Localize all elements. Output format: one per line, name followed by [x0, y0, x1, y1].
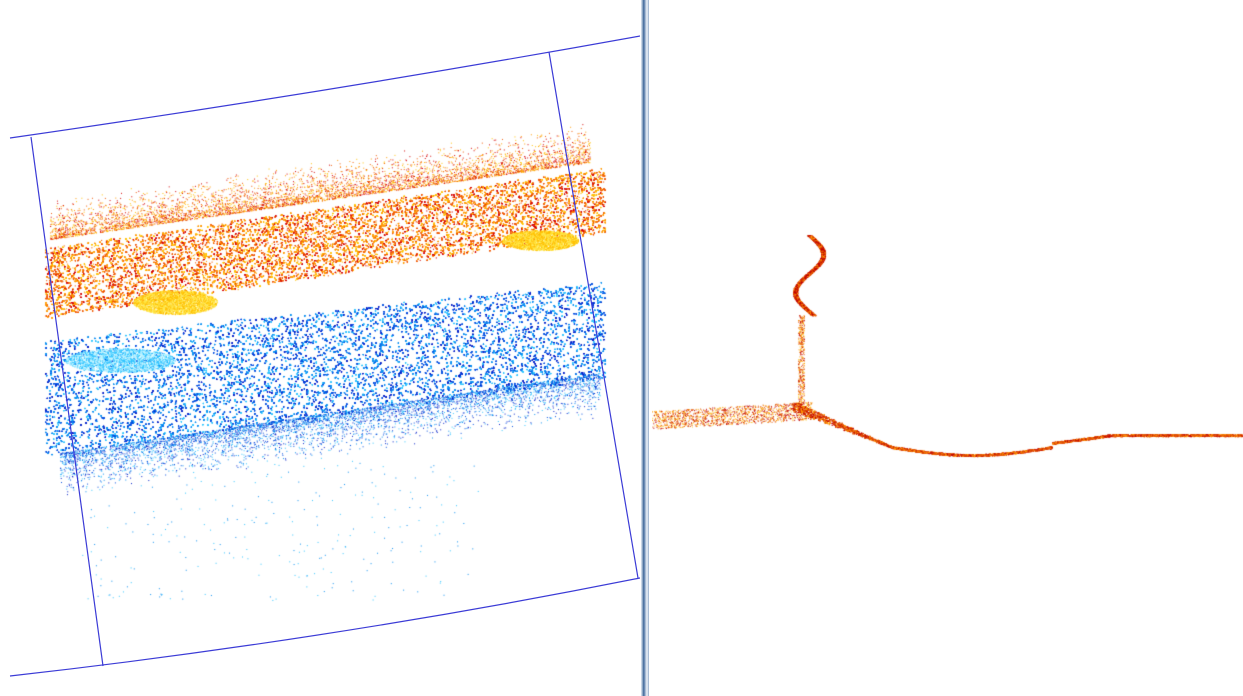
top-view-point-raster	[0, 0, 640, 696]
profile-view-point-raster	[652, 0, 1243, 696]
profile-view-canvas[interactable]	[652, 0, 1243, 696]
top-view-point-cloud	[0, 0, 640, 696]
top-view-viewport[interactable]	[0, 0, 640, 696]
top-view-frame	[9, 35, 640, 677]
profile-view-point-cloud	[652, 0, 1243, 696]
view-splitter[interactable]	[640, 0, 652, 696]
outer-frame-top-edge	[9, 35, 640, 139]
inner-frame-right-edge	[548, 51, 639, 579]
top-view-canvas[interactable]	[0, 0, 640, 696]
inner-frame-left-edge	[30, 136, 104, 667]
outer-frame-bottom-edge	[9, 577, 640, 677]
profile-view-viewport[interactable]	[652, 0, 1243, 696]
